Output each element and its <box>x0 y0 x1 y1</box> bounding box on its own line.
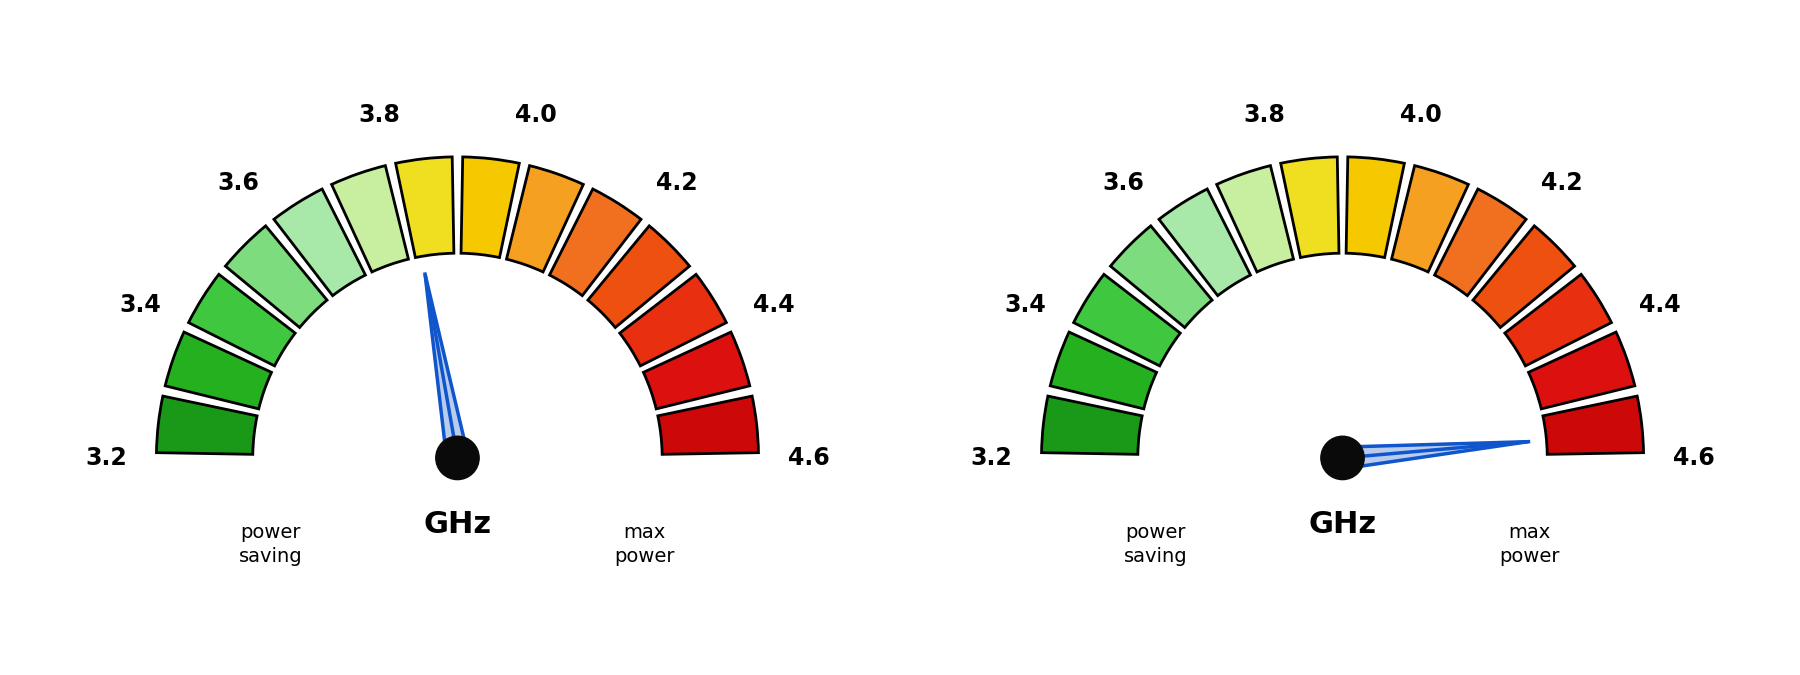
Wedge shape <box>1472 226 1575 327</box>
Wedge shape <box>506 165 583 272</box>
Wedge shape <box>225 226 328 327</box>
Text: 4.0: 4.0 <box>515 103 556 127</box>
Wedge shape <box>1111 226 1211 327</box>
Wedge shape <box>157 396 257 454</box>
Text: 4.4: 4.4 <box>754 294 796 317</box>
Text: 4.6: 4.6 <box>1674 446 1715 470</box>
Text: 3.2: 3.2 <box>970 446 1012 470</box>
Text: GHz: GHz <box>423 510 491 539</box>
Wedge shape <box>549 189 641 296</box>
Wedge shape <box>589 226 689 327</box>
Text: 3.6: 3.6 <box>1102 171 1145 195</box>
Wedge shape <box>274 189 365 296</box>
Text: 3.8: 3.8 <box>358 103 400 127</box>
Wedge shape <box>461 157 520 258</box>
Text: 4.2: 4.2 <box>1541 171 1582 195</box>
Text: GHz: GHz <box>1309 510 1377 539</box>
Text: 4.0: 4.0 <box>1400 103 1442 127</box>
Text: 4.2: 4.2 <box>655 171 698 195</box>
Text: 3.8: 3.8 <box>1244 103 1285 127</box>
Wedge shape <box>657 396 758 454</box>
Circle shape <box>436 436 479 480</box>
Text: power
saving: power saving <box>239 523 302 566</box>
Wedge shape <box>1346 157 1404 258</box>
Text: max
power: max power <box>1499 523 1559 566</box>
Wedge shape <box>1042 396 1143 454</box>
Wedge shape <box>1217 165 1294 272</box>
Text: 3.6: 3.6 <box>218 171 259 195</box>
Text: 4.4: 4.4 <box>1638 294 1679 317</box>
Wedge shape <box>166 332 272 409</box>
Wedge shape <box>619 274 727 366</box>
Text: 3.4: 3.4 <box>1004 294 1046 317</box>
Text: power
saving: power saving <box>1123 523 1188 566</box>
Wedge shape <box>1073 274 1181 366</box>
Wedge shape <box>189 274 295 366</box>
Text: 3.4: 3.4 <box>121 294 162 317</box>
Wedge shape <box>643 332 751 409</box>
Wedge shape <box>1528 332 1634 409</box>
Wedge shape <box>1280 157 1339 258</box>
Polygon shape <box>425 274 468 460</box>
Wedge shape <box>1391 165 1469 272</box>
Wedge shape <box>1435 189 1526 296</box>
Text: max
power: max power <box>614 523 675 566</box>
Circle shape <box>1321 436 1364 480</box>
Wedge shape <box>1159 189 1251 296</box>
Text: 3.2: 3.2 <box>85 446 126 470</box>
Polygon shape <box>1341 441 1528 468</box>
Wedge shape <box>1543 396 1643 454</box>
Wedge shape <box>1505 274 1611 366</box>
Wedge shape <box>331 165 409 272</box>
Wedge shape <box>396 157 454 258</box>
Text: 4.6: 4.6 <box>788 446 830 470</box>
Wedge shape <box>1049 332 1157 409</box>
